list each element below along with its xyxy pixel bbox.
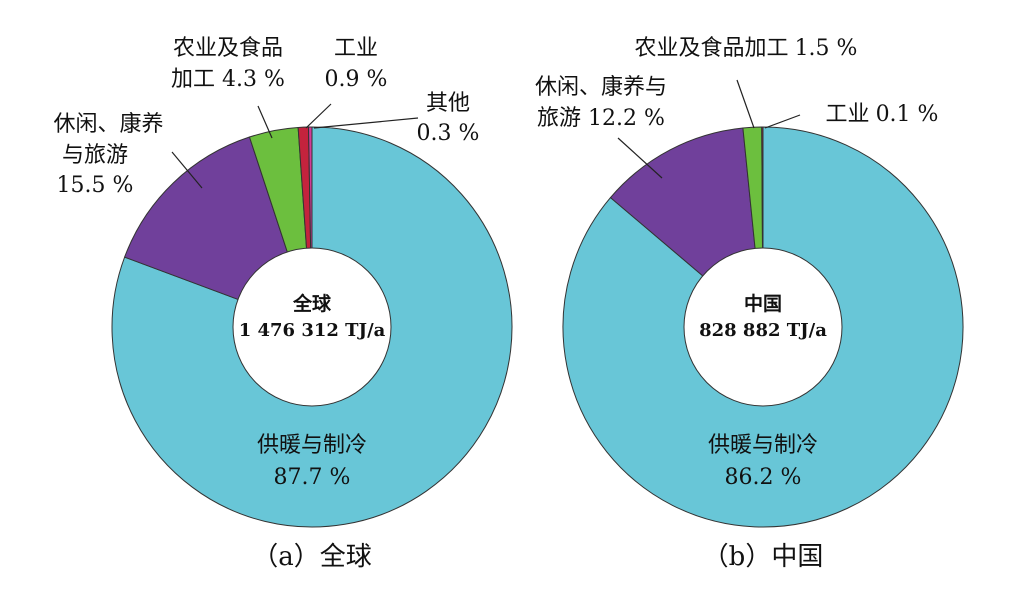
slice-value-industry-global: 0.9 % [325, 67, 388, 92]
slice-value-heating-global: 87.7 % [274, 465, 351, 490]
leader-line-agri-global [257, 105, 273, 139]
slice-value-other-global: 0.3 % [417, 121, 480, 146]
leader-line-other-global [313, 117, 419, 129]
slice-label-leisure-global: 休闲、康养 与旅游 [53, 112, 170, 168]
leader-line-industry-global [305, 103, 332, 129]
donut-hole-china [683, 247, 843, 407]
slice-label-industry-china: 工业 0.1 % [826, 102, 939, 127]
center-title-global: 全球 [292, 292, 332, 315]
slice-value-agri-global: 4.3 % [222, 67, 285, 92]
slice-label-agri-global-line2: 加工 4.3 % [171, 67, 285, 92]
slice-industry-china [761, 126, 764, 328]
slice-label-industry-global: 工业 [334, 36, 378, 61]
caption-china: （b）中国 [703, 542, 824, 572]
slice-value-agri-china: 1.5 % [795, 36, 858, 61]
leader-line-leisure-china [617, 137, 663, 179]
leader-line-agri-china [736, 79, 755, 129]
slice-label-leisure-china-line1: 休闲、康养与 [535, 75, 667, 100]
slice-label-leisure-china-line2: 旅游 12.2 % [537, 106, 665, 131]
donut-hole-global [232, 247, 392, 407]
caption-global: （a）全球 [252, 542, 372, 572]
slice-value-heating-china: 86.2 % [725, 465, 802, 490]
slice-label-heating-global: 供暖与制冷 [257, 433, 367, 458]
slice-label-other-global: 其他 [426, 91, 470, 116]
slice-value-leisure-china: 12.2 % [588, 106, 665, 131]
slice-value-leisure-global: 15.5 % [57, 173, 134, 198]
center-title-china: 中国 [744, 292, 782, 315]
slice-label-leisure-global-line2: 与旅游 [62, 143, 128, 168]
leader-line-industry-china [764, 114, 801, 129]
donut-chart-china: 中国 828 882 TJ/a 农业及食品加工 1.5 % 休闲、康养与 旅游 1… [535, 36, 964, 572]
slice-label-agri-global-suffix: 加工 [171, 67, 222, 92]
slice-label-agri-china-name: 农业及食品加工 [635, 36, 789, 61]
slice-label-industry-china-name: 工业 [826, 102, 870, 127]
center-total-global: 1 476 312 TJ/a [239, 320, 386, 341]
slice-label-leisure-global-line1: 休闲、康养 [53, 112, 163, 137]
slice-label-agri-global-line1: 农业及食品 [173, 36, 283, 61]
slice-value-industry-china: 0.1 % [876, 102, 939, 127]
slice-heating-china [562, 126, 964, 528]
center-total-china: 828 882 TJ/a [699, 320, 827, 341]
slice-label-heating-china: 供暖与制冷 [708, 433, 818, 458]
leader-line-leisure-global [171, 151, 203, 189]
slice-label-leisure-china-suffix: 旅游 [537, 106, 588, 131]
donut-chart-global: 全球 1 476 312 TJ/a 休闲、康养 与旅游 15.5 % 农业及食品… [53, 36, 513, 572]
slice-label-agri-china: 农业及食品加工 1.5 % [635, 36, 858, 61]
